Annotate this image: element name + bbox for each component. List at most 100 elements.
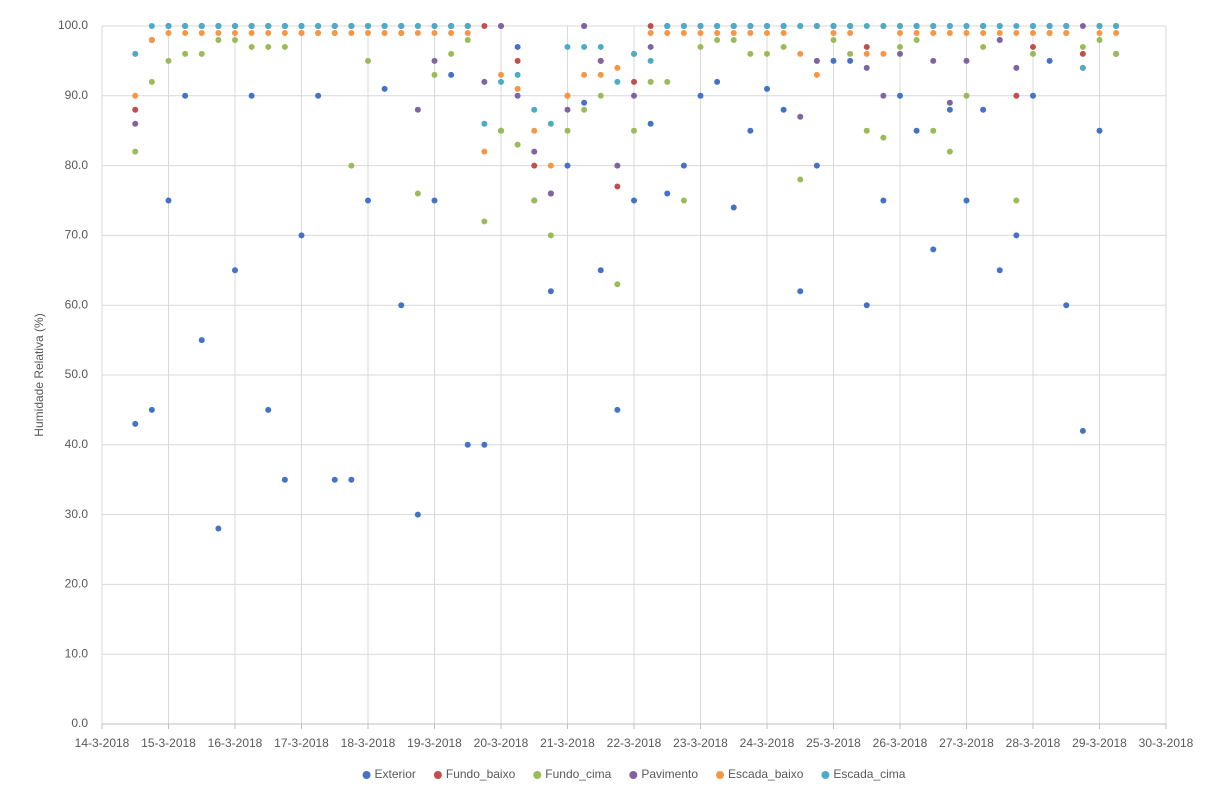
point — [448, 29, 455, 36]
point — [1046, 29, 1053, 36]
point — [198, 29, 205, 36]
point — [132, 420, 139, 427]
point — [564, 162, 571, 169]
point — [930, 29, 937, 36]
point — [298, 23, 305, 29]
point — [1030, 23, 1036, 29]
point — [996, 267, 1003, 274]
point — [863, 64, 870, 71]
point — [448, 50, 455, 57]
point — [581, 106, 588, 113]
point — [448, 23, 455, 29]
point — [148, 406, 155, 413]
point — [148, 23, 155, 29]
point — [298, 232, 305, 239]
point — [863, 50, 870, 57]
point — [464, 29, 471, 36]
point — [381, 23, 388, 29]
point — [980, 23, 987, 29]
point — [930, 127, 937, 134]
y-tick-label: 90.0 — [65, 88, 89, 102]
point — [365, 197, 371, 204]
point — [1096, 36, 1103, 43]
point — [680, 29, 687, 36]
point — [182, 92, 189, 99]
point — [764, 23, 770, 29]
point — [481, 148, 488, 155]
point — [547, 232, 554, 239]
point — [697, 29, 704, 36]
point — [764, 85, 770, 92]
point — [564, 43, 571, 50]
point — [431, 197, 438, 204]
series — [132, 29, 1120, 288]
point — [996, 23, 1003, 29]
point — [464, 441, 471, 448]
point — [897, 43, 903, 50]
point — [730, 29, 737, 36]
point — [813, 23, 820, 29]
point — [1013, 23, 1020, 29]
point — [1063, 23, 1070, 29]
point — [215, 23, 222, 29]
x-tick-label: 17-3-2018 — [274, 736, 329, 750]
point — [631, 50, 637, 57]
point — [1013, 232, 1020, 239]
point — [1079, 50, 1086, 57]
point — [365, 23, 371, 29]
point — [847, 57, 854, 64]
point — [714, 36, 721, 43]
point — [514, 43, 521, 50]
point — [531, 197, 538, 204]
point — [564, 92, 571, 99]
point — [248, 43, 255, 50]
point — [1079, 23, 1086, 29]
point — [498, 127, 504, 134]
point — [631, 197, 637, 204]
point — [880, 23, 887, 29]
point — [481, 120, 488, 127]
point — [880, 92, 887, 99]
point — [182, 23, 189, 29]
point — [132, 50, 139, 57]
point — [248, 92, 255, 99]
point — [481, 218, 488, 225]
point — [481, 441, 488, 448]
point — [431, 57, 438, 64]
point — [381, 85, 388, 92]
legend-label: Escada_baixo — [728, 767, 804, 781]
point — [847, 50, 854, 57]
y-tick-label: 20.0 — [65, 577, 89, 591]
legend-marker — [362, 771, 371, 779]
point — [498, 23, 504, 29]
point — [1096, 127, 1103, 134]
point — [248, 23, 255, 29]
point — [564, 106, 571, 113]
point — [414, 106, 421, 113]
point — [946, 29, 953, 36]
point — [215, 29, 222, 36]
legend-label: Pavimento — [641, 767, 698, 781]
point — [897, 23, 903, 29]
point — [631, 127, 637, 134]
point — [730, 36, 737, 43]
series — [132, 23, 1120, 127]
x-tick-label: 15-3-2018 — [141, 736, 196, 750]
point — [813, 57, 820, 64]
y-tick-label: 30.0 — [65, 507, 89, 521]
point — [331, 23, 338, 29]
point — [863, 127, 870, 134]
point — [631, 92, 637, 99]
point — [730, 204, 737, 211]
x-tick-label: 24-3-2018 — [740, 736, 795, 750]
point — [847, 23, 854, 29]
legend: Exterior Fundo_baixo Fundo_cima Pavimento Es… — [362, 767, 906, 781]
x-tick-label: 23-3-2018 — [673, 736, 728, 750]
point — [348, 162, 355, 169]
point — [946, 99, 953, 106]
point — [897, 92, 903, 99]
point — [398, 29, 405, 36]
point — [1113, 50, 1120, 57]
